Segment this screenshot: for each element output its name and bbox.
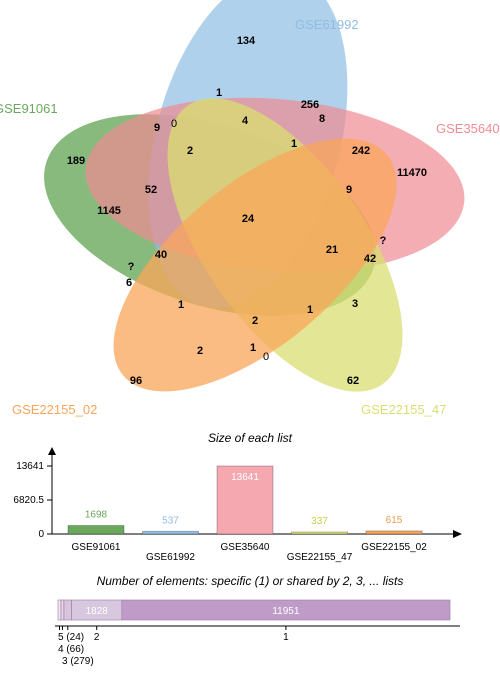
- y-axis-arrow: [48, 447, 56, 455]
- region-count: 42: [364, 253, 376, 265]
- region-count: 256: [301, 99, 319, 111]
- set-label-gse91061: GSE91061: [0, 101, 58, 116]
- shared-segment: [64, 600, 72, 620]
- shared-tick-label: 2: [94, 632, 100, 643]
- size-bar-name: GSE61992: [146, 552, 195, 563]
- shared-tick-label: 4 (66): [58, 644, 84, 655]
- region-count: 0: [263, 351, 269, 363]
- region-count: 24: [242, 213, 255, 225]
- size-bar-value: 615: [386, 515, 403, 526]
- region-count: 11470: [397, 167, 427, 179]
- set-label-gse61992: GSE61992: [295, 17, 359, 32]
- shared-segment-value: 1828: [86, 606, 109, 617]
- size-bar: [143, 531, 199, 534]
- region-count: ?: [380, 235, 387, 247]
- shared-chart: Number of elements: specific (1) or shar…: [55, 574, 460, 667]
- region-count: 242: [352, 145, 370, 157]
- set-label-gse22155-02: GSE22155_02: [12, 402, 97, 417]
- region-count: 52: [145, 184, 157, 196]
- region-count: 1: [250, 342, 256, 354]
- region-count: 1: [178, 299, 184, 311]
- size-bar-value: 1698: [85, 510, 108, 521]
- y-tick-label: 13641: [16, 461, 44, 472]
- shared-segments: 1828 11951: [58, 600, 450, 620]
- shared-tick-label: 3 (279): [62, 656, 94, 667]
- region-count: 2: [252, 315, 258, 327]
- size-bar-name: GSE35640: [221, 542, 270, 553]
- region-count: 1145: [97, 205, 121, 217]
- y-tick-label: 0: [38, 529, 44, 540]
- set-label-gse22155-47: GSE22155_47: [361, 402, 446, 417]
- region-count: 21: [326, 244, 338, 256]
- shared-tick-label: 1: [283, 632, 289, 643]
- x-axis-arrow: [453, 530, 462, 538]
- region-count: 62: [347, 375, 359, 387]
- y-tick-label: 6820.5: [13, 495, 44, 506]
- region-count: 6: [126, 277, 132, 289]
- shared-segment: [58, 600, 61, 620]
- shared-segment: [61, 600, 64, 620]
- region-count: ?: [128, 261, 135, 273]
- region-count: 1: [216, 87, 222, 99]
- size-chart: Size of each list 13641 6820.5 0 1698 GSE…: [13, 431, 462, 563]
- region-count: 2: [197, 345, 203, 357]
- region-count: 96: [130, 375, 142, 387]
- venn-diagram: GSE91061 GSE61992 GSE35640 GSE22155_47 G…: [0, 0, 500, 437]
- size-bar: [292, 532, 348, 534]
- size-bar: [366, 531, 422, 534]
- region-count: 8: [319, 113, 325, 125]
- region-count: 9: [154, 122, 160, 134]
- region-count: 3: [352, 298, 358, 310]
- shared-ticks: 5 (24)4 (66)3 (279) 2 1: [58, 626, 289, 667]
- shared-tick-label: 5 (24): [58, 632, 84, 643]
- set-label-gse35640: GSE35640: [436, 121, 500, 136]
- region-count: 134: [237, 35, 256, 47]
- region-count: 9: [346, 184, 352, 196]
- region-count: 1: [291, 138, 297, 150]
- size-bar-value: 337: [311, 516, 328, 527]
- region-count: 1: [307, 304, 313, 316]
- size-bar-name: GSE22155_02: [361, 542, 427, 553]
- size-chart-title: Size of each list: [208, 431, 293, 445]
- region-count: 4: [242, 115, 249, 127]
- size-bar-name: GSE22155_47: [287, 552, 353, 563]
- region-count: 189: [67, 155, 85, 167]
- region-count: 0: [171, 118, 177, 130]
- size-bars: 1698 GSE91061 537 GSE61992 13641 GSE35640 337 G…: [68, 466, 427, 563]
- shared-segment-value: 11951: [272, 606, 300, 617]
- size-bar: [68, 526, 124, 534]
- region-count: 2: [187, 145, 193, 157]
- size-bar-value: 537: [162, 515, 179, 526]
- size-bar-name: GSE91061: [72, 542, 121, 553]
- region-count: 40: [155, 249, 167, 261]
- size-bar-value: 13641: [231, 472, 259, 483]
- shared-chart-title: Number of elements: specific (1) or shar…: [97, 574, 404, 588]
